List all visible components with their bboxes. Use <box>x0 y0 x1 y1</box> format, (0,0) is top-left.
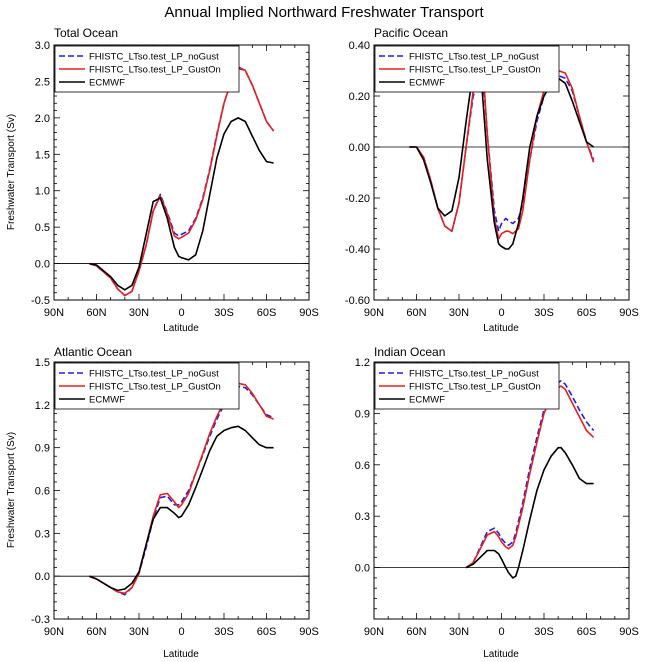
panel-pacific: Pacific Ocean Latitude 90N 60N 30N 0 30S 60S 9… <box>345 26 639 334</box>
series-line-guston <box>89 382 274 595</box>
y-tick-label: 2.5 <box>35 76 50 88</box>
legend-box <box>374 45 560 93</box>
x-axis-label: Latitude <box>483 323 519 334</box>
x-tick-label: 0 <box>498 626 504 638</box>
x-tick-label: 90S <box>299 626 319 638</box>
x-tick-label: 0 <box>498 307 504 319</box>
x-axis-label: Latitude <box>483 649 519 660</box>
series-line-ecmwf <box>89 425 274 592</box>
legend-label: FHISTC_LTso.test_LP_noGust <box>409 369 539 380</box>
x-tick-label: 60N <box>406 626 426 638</box>
x-tick-label: 30S <box>534 307 554 319</box>
y-tick-label: 0.9 <box>355 408 370 420</box>
panel-title: Indian Ocean <box>374 345 445 359</box>
series-line-nogust <box>89 385 274 596</box>
y-tick-label: 0.6 <box>35 486 50 498</box>
panel-indian: Indian Ocean Latitude 90N 60N 30N 0 30S 60S 90… <box>355 345 639 660</box>
legend-label: ECMWF <box>409 395 445 406</box>
series-line-guston <box>409 69 595 240</box>
x-tick-label: 30S <box>214 626 234 638</box>
y-tick-label: 2.0 <box>35 113 50 125</box>
x-axis-label: Latitude <box>163 649 199 660</box>
y-tick-label: 0.5 <box>35 222 50 234</box>
y-tick-label: 1.5 <box>35 357 50 369</box>
x-tick-label: 30S <box>214 307 234 319</box>
y-tick-label: 0.3 <box>35 528 50 540</box>
x-tick-label: 60S <box>577 626 597 638</box>
panel-title: Pacific Ocean <box>374 26 448 40</box>
legend-box <box>54 362 240 410</box>
x-tick-label: 0 <box>178 307 184 319</box>
x-tick-label: 30N <box>449 626 469 638</box>
series-line-nogust <box>465 379 595 569</box>
legend-label: ECMWF <box>89 395 125 406</box>
legend-label: FHISTC_LTso.test_LP_noGust <box>89 52 219 63</box>
x-tick-label: 60N <box>86 626 106 638</box>
series-line-ecmwf <box>465 446 594 579</box>
y-tick-label: 1.0 <box>35 186 50 198</box>
y-tick-label: 0.00 <box>349 142 370 154</box>
x-tick-label: 60S <box>577 307 597 319</box>
x-tick-label: 30S <box>534 626 554 638</box>
x-tick-label: 90N <box>364 626 384 638</box>
x-axis-label: Latitude <box>163 323 199 334</box>
y-tick-label: 0.0 <box>35 259 50 271</box>
y-tick-label: 0.0 <box>355 563 370 575</box>
x-tick-label: 90N <box>364 307 384 319</box>
figure-title: Annual Implied Northward Freshwater Tran… <box>164 4 484 21</box>
y-tick-label: 0.6 <box>355 460 370 472</box>
legend-label: ECMWF <box>89 78 125 89</box>
legend-label: FHISTC_LTso.test_LP_GustOn <box>89 65 221 76</box>
y-tick-label: 1.5 <box>35 149 50 161</box>
y-tick-label: 0.20 <box>349 91 370 103</box>
y-tick-label: 3.0 <box>35 40 50 52</box>
panel-total: Total Ocean Freshwater Transport (Sv) La… <box>6 26 319 334</box>
x-tick-label: 30N <box>449 307 469 319</box>
x-tick-label: 60N <box>86 307 106 319</box>
x-tick-label: 90S <box>619 307 639 319</box>
legend-label: FHISTC_LTso.test_LP_GustOn <box>89 382 221 393</box>
x-tick-label: 90N <box>44 307 64 319</box>
legend-box <box>374 362 560 410</box>
legend-label: ECMWF <box>409 78 445 89</box>
x-tick-label: 90N <box>44 626 64 638</box>
y-tick-label: 1.2 <box>355 357 370 369</box>
series-line-nogust <box>89 67 275 297</box>
y-tick-label: -0.20 <box>345 193 370 205</box>
y-tick-label: 0.9 <box>35 443 50 455</box>
panel-title: Total Ocean <box>54 26 118 40</box>
x-tick-label: 60N <box>406 307 426 319</box>
legend-label: FHISTC_LTso.test_LP_noGust <box>409 52 539 63</box>
y-tick-label: -0.40 <box>345 244 370 256</box>
x-tick-label: 30N <box>129 626 149 638</box>
x-tick-label: 60S <box>257 307 277 319</box>
x-tick-label: 90S <box>299 307 319 319</box>
y-tick-label: 0.0 <box>35 571 50 583</box>
y-tick-label: 1.2 <box>35 400 50 412</box>
x-tick-label: 0 <box>178 626 184 638</box>
series-line-guston <box>89 66 275 297</box>
series-line-guston <box>465 385 595 569</box>
legend-label: FHISTC_LTso.test_LP_GustOn <box>409 382 541 393</box>
legend-label: FHISTC_LTso.test_LP_GustOn <box>409 65 541 76</box>
legend-label: FHISTC_LTso.test_LP_noGust <box>89 369 219 380</box>
x-tick-label: 60S <box>257 626 277 638</box>
y-axis-label: Freshwater Transport (Sv) <box>6 114 17 230</box>
x-tick-label: 30N <box>129 307 149 319</box>
y-tick-label: 0.40 <box>349 40 370 52</box>
x-tick-label: 90S <box>619 626 639 638</box>
panel-atlantic: Atlantic Ocean Freshwater Transport (Sv)… <box>6 345 319 660</box>
y-tick-label: -0.5 <box>31 295 50 307</box>
panel-title: Atlantic Ocean <box>54 345 132 359</box>
legend-box <box>54 45 240 93</box>
y-tick-label: -0.60 <box>345 295 370 307</box>
y-tick-label: 0.3 <box>355 511 370 523</box>
y-tick-label: -0.3 <box>31 614 50 626</box>
series-line-ecmwf <box>89 117 274 291</box>
y-axis-label: Freshwater Transport (Sv) <box>6 432 17 548</box>
